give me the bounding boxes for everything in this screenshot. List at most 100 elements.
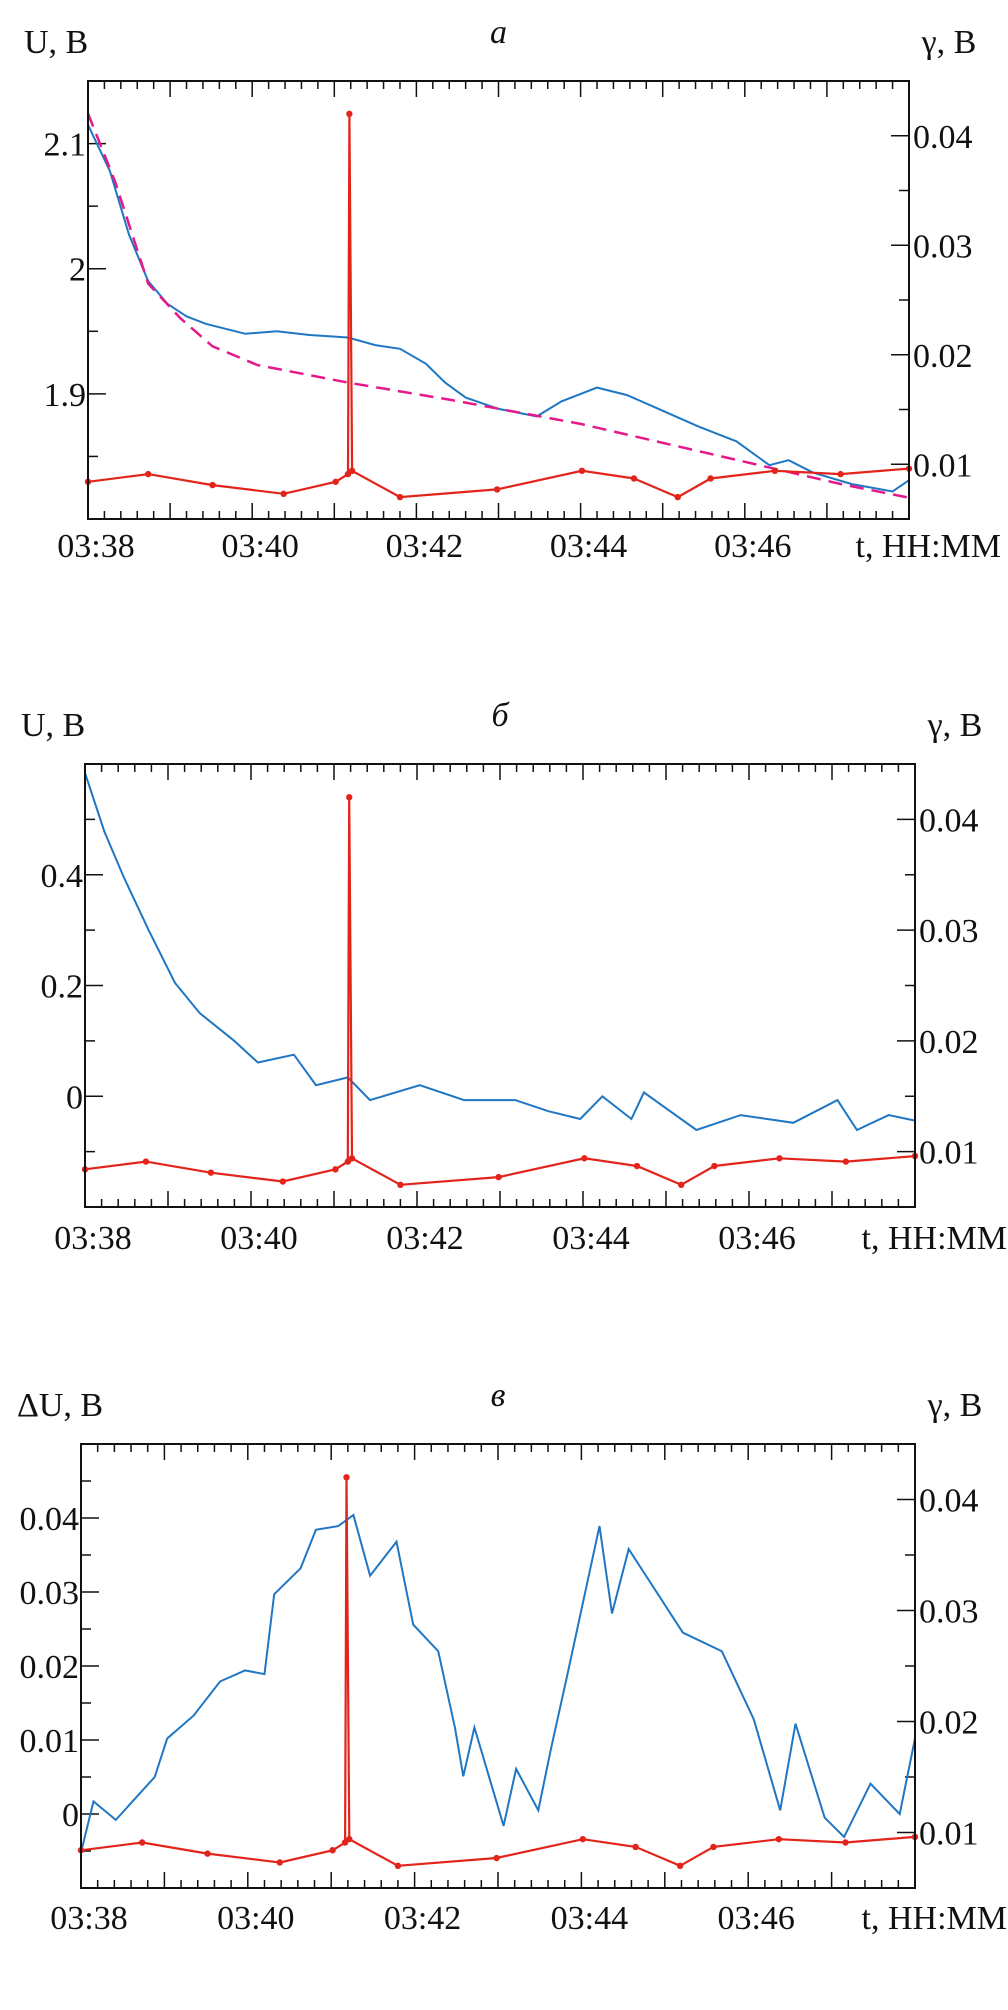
y2-tick-label: 0.02 bbox=[919, 1024, 979, 1061]
x-tick-label: 03:40 bbox=[217, 1900, 294, 1937]
series-point bbox=[578, 467, 586, 475]
y-tick-label: 2.1 bbox=[44, 127, 87, 164]
series-line-3 bbox=[87, 113, 910, 499]
y2-tick-label: 0.04 bbox=[913, 119, 973, 156]
series-point bbox=[678, 1181, 685, 1189]
y2-tick-label: 0.04 bbox=[919, 802, 979, 839]
x-tick-label: 03:42 bbox=[384, 1900, 461, 1937]
y-axis-title: U, B bbox=[21, 707, 85, 744]
series-point bbox=[632, 1843, 639, 1851]
series-point bbox=[710, 1843, 717, 1851]
series-point bbox=[209, 481, 216, 489]
y-tick-label: 0 bbox=[62, 1797, 79, 1834]
series-line-1 bbox=[84, 772, 916, 1132]
y2-tick-label: 0.04 bbox=[919, 1483, 979, 1520]
series-point bbox=[630, 475, 638, 482]
y2-axis-title: γ, B bbox=[927, 707, 983, 744]
x-tick-label: 03:42 bbox=[386, 528, 463, 565]
series-point bbox=[633, 1162, 641, 1170]
series-point bbox=[348, 467, 356, 475]
series-point bbox=[346, 794, 353, 801]
series-point bbox=[493, 1854, 500, 1862]
x-tick-label: 03:42 bbox=[386, 1220, 463, 1257]
x-tick-label: 03:40 bbox=[220, 1220, 297, 1257]
x-tick-label: 03:40 bbox=[221, 528, 298, 565]
x-tick-label: 03:38 bbox=[50, 1900, 127, 1937]
y2-axis-title: γ, B bbox=[927, 1387, 983, 1424]
series-point bbox=[837, 470, 844, 478]
x-tick-label: 03:38 bbox=[57, 528, 134, 565]
y-tick-label: 0.04 bbox=[20, 1501, 80, 1538]
y2-tick-label: 0.01 bbox=[919, 1135, 979, 1172]
series-point bbox=[279, 1178, 287, 1185]
y-tick-label: 0 bbox=[66, 1079, 83, 1116]
y2-tick-label: 0.03 bbox=[913, 228, 973, 265]
y2-tick-label: 0.03 bbox=[919, 913, 979, 950]
series-point bbox=[276, 1859, 283, 1866]
y-tick-label: 0.2 bbox=[41, 969, 84, 1006]
y2-tick-label: 0.03 bbox=[919, 1594, 979, 1631]
chart-panel-2: U, B γ, B б 03:38 03:40 03:42 03:44 03:46 t, HH:… bbox=[21, 697, 1007, 1257]
series-point bbox=[204, 1850, 211, 1857]
x-axis-title: t, HH:MM bbox=[862, 1220, 1007, 1257]
series-point bbox=[707, 475, 714, 482]
y2-tick-label: 0.01 bbox=[913, 447, 973, 484]
series-point bbox=[343, 1474, 350, 1481]
x-tick-label: 03:46 bbox=[717, 1900, 794, 1937]
y-axis-title: U, B bbox=[24, 24, 88, 61]
series-point bbox=[142, 1158, 150, 1165]
series-line-1 bbox=[87, 124, 910, 493]
series-line-2 bbox=[86, 113, 910, 499]
series-point bbox=[495, 1173, 502, 1181]
y2-tick-label: 0.02 bbox=[919, 1705, 979, 1742]
chart-panel-1: U, B γ, B а 03:38 03:40 03:42 03:44 03:46 t, HH:… bbox=[24, 14, 1001, 565]
x-tick-label: 03:44 bbox=[550, 528, 627, 565]
chart-panel-3: ΔU, B γ, B в 03:38 03:40 03:42 03:44 03:46 t, HH… bbox=[17, 1377, 1007, 1937]
y2-tick-label: 0.02 bbox=[913, 338, 973, 375]
series-line-1 bbox=[80, 1513, 916, 1853]
y-tick-label: 0.4 bbox=[41, 858, 84, 895]
y2-tick-label: 0.01 bbox=[919, 1816, 979, 1853]
x-tick-label: 03:38 bbox=[54, 1220, 131, 1257]
series-point bbox=[674, 493, 681, 501]
series-point bbox=[581, 1155, 588, 1162]
x-tick-label: 03:44 bbox=[552, 1220, 629, 1257]
series-point bbox=[396, 493, 404, 501]
y-axis-title: ΔU, B bbox=[17, 1387, 103, 1424]
x-tick-label: 03:44 bbox=[551, 1900, 628, 1937]
series-point bbox=[676, 1862, 684, 1870]
x-tick-label: 03:46 bbox=[714, 528, 791, 565]
y-tick-label: 2 bbox=[69, 252, 86, 289]
y-tick-label: 0.01 bbox=[20, 1723, 80, 1760]
plot-frame bbox=[84, 763, 916, 1208]
y-tick-label: 0.02 bbox=[20, 1649, 80, 1686]
panel-title: в bbox=[491, 1377, 506, 1414]
series-point bbox=[775, 1835, 782, 1843]
series-point bbox=[842, 1158, 850, 1165]
series-point bbox=[346, 110, 353, 118]
series-point bbox=[842, 1839, 849, 1846]
series-point bbox=[280, 490, 287, 498]
y2-axis-title: γ, B bbox=[921, 24, 977, 61]
plot-frame bbox=[87, 80, 910, 520]
series-point bbox=[332, 1166, 339, 1173]
y-tick-label: 0.03 bbox=[20, 1575, 80, 1612]
series-point bbox=[394, 1862, 402, 1870]
series-line-2 bbox=[84, 797, 916, 1187]
series-point bbox=[711, 1162, 718, 1170]
series-point bbox=[332, 478, 339, 485]
series-point bbox=[348, 1155, 356, 1162]
plot-frame bbox=[80, 1443, 916, 1889]
series-point bbox=[346, 1835, 353, 1843]
series-point bbox=[579, 1835, 586, 1843]
series-point bbox=[397, 1181, 404, 1189]
series-point bbox=[145, 470, 152, 478]
panel-title: б bbox=[491, 697, 510, 734]
x-axis-title: t, HH:MM bbox=[856, 528, 1001, 565]
series-point bbox=[776, 1155, 783, 1162]
y-tick-label: 1.9 bbox=[44, 377, 87, 414]
series-point bbox=[207, 1169, 215, 1176]
series-point bbox=[138, 1839, 146, 1846]
series-point bbox=[771, 467, 779, 475]
